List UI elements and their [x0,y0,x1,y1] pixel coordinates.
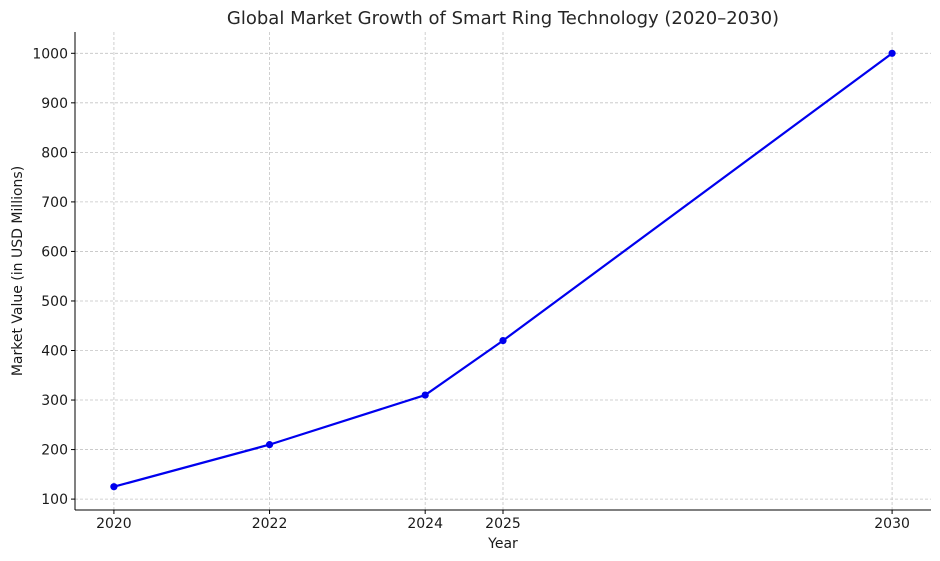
y-tick-label: 800 [41,145,68,161]
data-point [888,50,895,57]
y-tick-label: 200 [41,443,68,459]
data-point [266,441,273,448]
chart-title: Global Market Growth of Smart Ring Techn… [227,8,779,29]
x-axis-label: Year [487,536,518,552]
data-point [499,337,506,344]
x-tick-label: 2030 [874,516,910,532]
grid [75,32,931,510]
data-point [422,391,429,398]
y-tick-label: 100 [41,492,68,508]
y-tick-label: 1000 [32,46,68,62]
y-tick-labels: 100 200 300 400 500 600 700 800 900 1000 [32,46,75,508]
x-tick-label: 2025 [485,516,521,532]
y-axis-label: Market Value (in USD Millions) [10,166,26,376]
data-point [110,483,117,490]
x-tick-labels: 2020 2022 2024 2025 2030 [96,510,910,532]
y-tick-label: 500 [41,294,68,310]
y-tick-label: 700 [41,195,68,211]
x-tick-label: 2024 [407,516,443,532]
y-tick-label: 400 [41,344,68,360]
y-tick-label: 300 [41,393,68,409]
x-tick-label: 2022 [252,516,288,532]
y-tick-label: 600 [41,244,68,260]
x-tick-label: 2020 [96,516,132,532]
y-tick-label: 900 [41,96,68,112]
